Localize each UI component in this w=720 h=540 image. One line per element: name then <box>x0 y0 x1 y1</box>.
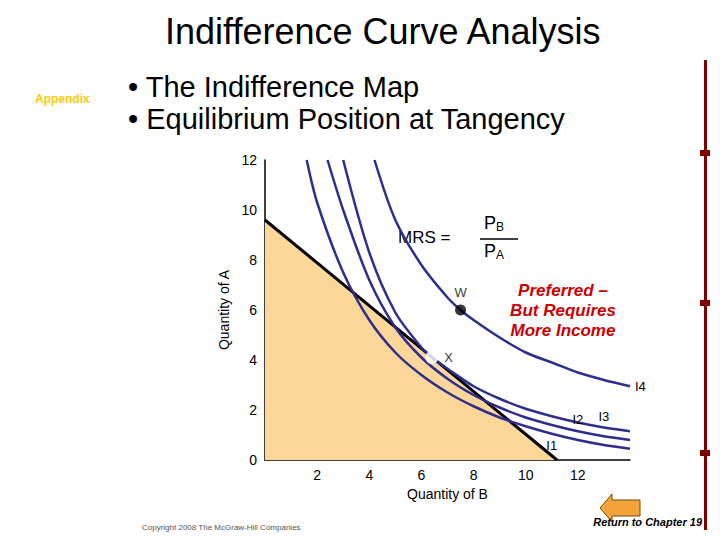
svg-text:A: A <box>496 248 504 262</box>
svg-text:• Equilibrium Position at Tang: • Equilibrium Position at Tangency <box>128 103 565 135</box>
svg-text:4: 4 <box>249 352 257 368</box>
svg-text:10: 10 <box>241 202 257 218</box>
svg-text:P: P <box>484 213 496 233</box>
svg-text:I2: I2 <box>572 412 583 427</box>
svg-text:W: W <box>454 285 467 300</box>
svg-text:B: B <box>496 220 504 234</box>
svg-text:X: X <box>444 350 453 365</box>
svg-text:0: 0 <box>249 452 257 468</box>
svg-text:Quantity of B: Quantity of B <box>407 486 488 502</box>
svg-text:But Requires: But Requires <box>510 301 616 320</box>
svg-text:2: 2 <box>313 467 321 483</box>
svg-text:8: 8 <box>249 252 257 268</box>
svg-text:6: 6 <box>418 467 426 483</box>
svg-text:MRS =: MRS = <box>398 228 451 247</box>
svg-text:10: 10 <box>518 467 534 483</box>
svg-text:Quantity of A: Quantity of A <box>216 269 232 350</box>
svg-text:I3: I3 <box>599 409 610 424</box>
svg-text:12: 12 <box>241 152 257 168</box>
svg-text:• The Indifference Map: • The Indifference Map <box>128 71 419 103</box>
svg-text:12: 12 <box>570 467 586 483</box>
svg-text:Preferred –: Preferred – <box>518 281 608 300</box>
svg-text:6: 6 <box>249 302 257 318</box>
svg-text:P: P <box>484 241 496 261</box>
svg-text:Appendix: Appendix <box>35 92 90 106</box>
svg-text:I1: I1 <box>546 438 557 453</box>
svg-text:2: 2 <box>249 402 257 418</box>
svg-text:Return to Chapter 19: Return to Chapter 19 <box>593 516 703 528</box>
svg-text:More Income: More Income <box>511 321 616 340</box>
svg-text:Indifference Curve Analysis: Indifference Curve Analysis <box>165 11 601 52</box>
svg-text:8: 8 <box>470 467 478 483</box>
svg-text:4: 4 <box>365 467 373 483</box>
svg-text:Copyright 2008 The McGraw-Hill: Copyright 2008 The McGraw-Hill Companies <box>142 523 301 532</box>
svg-text:I4: I4 <box>635 379 646 394</box>
